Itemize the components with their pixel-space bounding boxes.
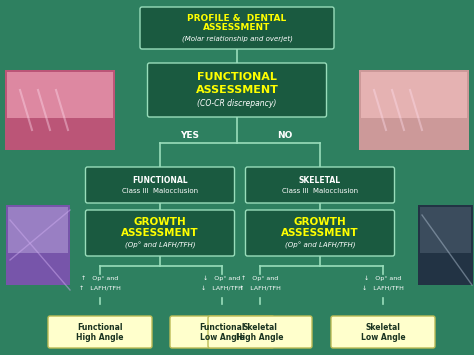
- Text: (Molar relationship and overjet): (Molar relationship and overjet): [182, 36, 292, 42]
- Text: NO: NO: [277, 131, 292, 140]
- Text: ASSESSMENT: ASSESSMENT: [281, 228, 359, 238]
- Text: YES: YES: [181, 131, 200, 140]
- FancyBboxPatch shape: [170, 316, 274, 348]
- FancyBboxPatch shape: [359, 70, 469, 150]
- Text: Skeletal: Skeletal: [365, 322, 401, 332]
- Text: Class III  Malocclusion: Class III Malocclusion: [282, 189, 358, 195]
- Text: SKELETAL: SKELETAL: [299, 176, 341, 185]
- FancyBboxPatch shape: [6, 205, 71, 285]
- Text: Low Angle: Low Angle: [200, 333, 244, 343]
- Text: ↑   Op° and: ↑ Op° and: [82, 276, 118, 282]
- Text: Functional: Functional: [77, 322, 123, 332]
- FancyBboxPatch shape: [140, 7, 334, 49]
- Text: ASSESSMENT: ASSESSMENT: [121, 228, 199, 238]
- Text: ↓   LAFH/TFH: ↓ LAFH/TFH: [362, 286, 404, 291]
- FancyBboxPatch shape: [361, 72, 467, 118]
- FancyBboxPatch shape: [147, 63, 327, 117]
- Text: ↑   Op° and: ↑ Op° and: [241, 276, 279, 282]
- FancyBboxPatch shape: [420, 207, 472, 253]
- Text: FUNCTIONAL: FUNCTIONAL: [197, 72, 277, 82]
- Text: High Angle: High Angle: [236, 333, 284, 343]
- Text: (CO-CR discrepancy): (CO-CR discrepancy): [197, 99, 277, 109]
- Text: Low Angle: Low Angle: [361, 333, 405, 343]
- Text: (Op° and LAFH/TFH): (Op° and LAFH/TFH): [285, 241, 355, 248]
- FancyBboxPatch shape: [85, 167, 235, 203]
- FancyBboxPatch shape: [48, 316, 152, 348]
- Text: ↓   LAFH/TFH: ↓ LAFH/TFH: [201, 286, 243, 291]
- Text: ↑   LAFH/TFH: ↑ LAFH/TFH: [79, 286, 121, 291]
- FancyBboxPatch shape: [246, 210, 394, 256]
- FancyBboxPatch shape: [419, 205, 474, 285]
- Text: Functional: Functional: [199, 322, 245, 332]
- Text: (Op° and LAFH/TFH): (Op° and LAFH/TFH): [125, 241, 195, 248]
- Text: Class III  Malocclusion: Class III Malocclusion: [122, 189, 198, 195]
- Text: Skeletal: Skeletal: [243, 322, 277, 332]
- Text: FUNCTIONAL: FUNCTIONAL: [132, 176, 188, 185]
- Text: PROFILE &  DENTAL: PROFILE & DENTAL: [187, 13, 287, 23]
- Text: GROWTH: GROWTH: [134, 217, 186, 227]
- FancyBboxPatch shape: [208, 316, 312, 348]
- FancyBboxPatch shape: [246, 167, 394, 203]
- FancyBboxPatch shape: [7, 72, 113, 118]
- FancyBboxPatch shape: [331, 316, 435, 348]
- Text: ASSESSMENT: ASSESSMENT: [196, 85, 278, 95]
- FancyBboxPatch shape: [5, 70, 115, 150]
- Text: GROWTH: GROWTH: [293, 217, 346, 227]
- Text: ↑   LAFH/TFH: ↑ LAFH/TFH: [239, 286, 281, 291]
- Text: ↓   Op° and: ↓ Op° and: [203, 276, 241, 282]
- Text: ↓   Op° and: ↓ Op° and: [365, 276, 401, 282]
- FancyBboxPatch shape: [8, 207, 69, 253]
- Text: ASSESSMENT: ASSESSMENT: [203, 23, 271, 33]
- Text: High Angle: High Angle: [76, 333, 124, 343]
- FancyBboxPatch shape: [85, 210, 235, 256]
